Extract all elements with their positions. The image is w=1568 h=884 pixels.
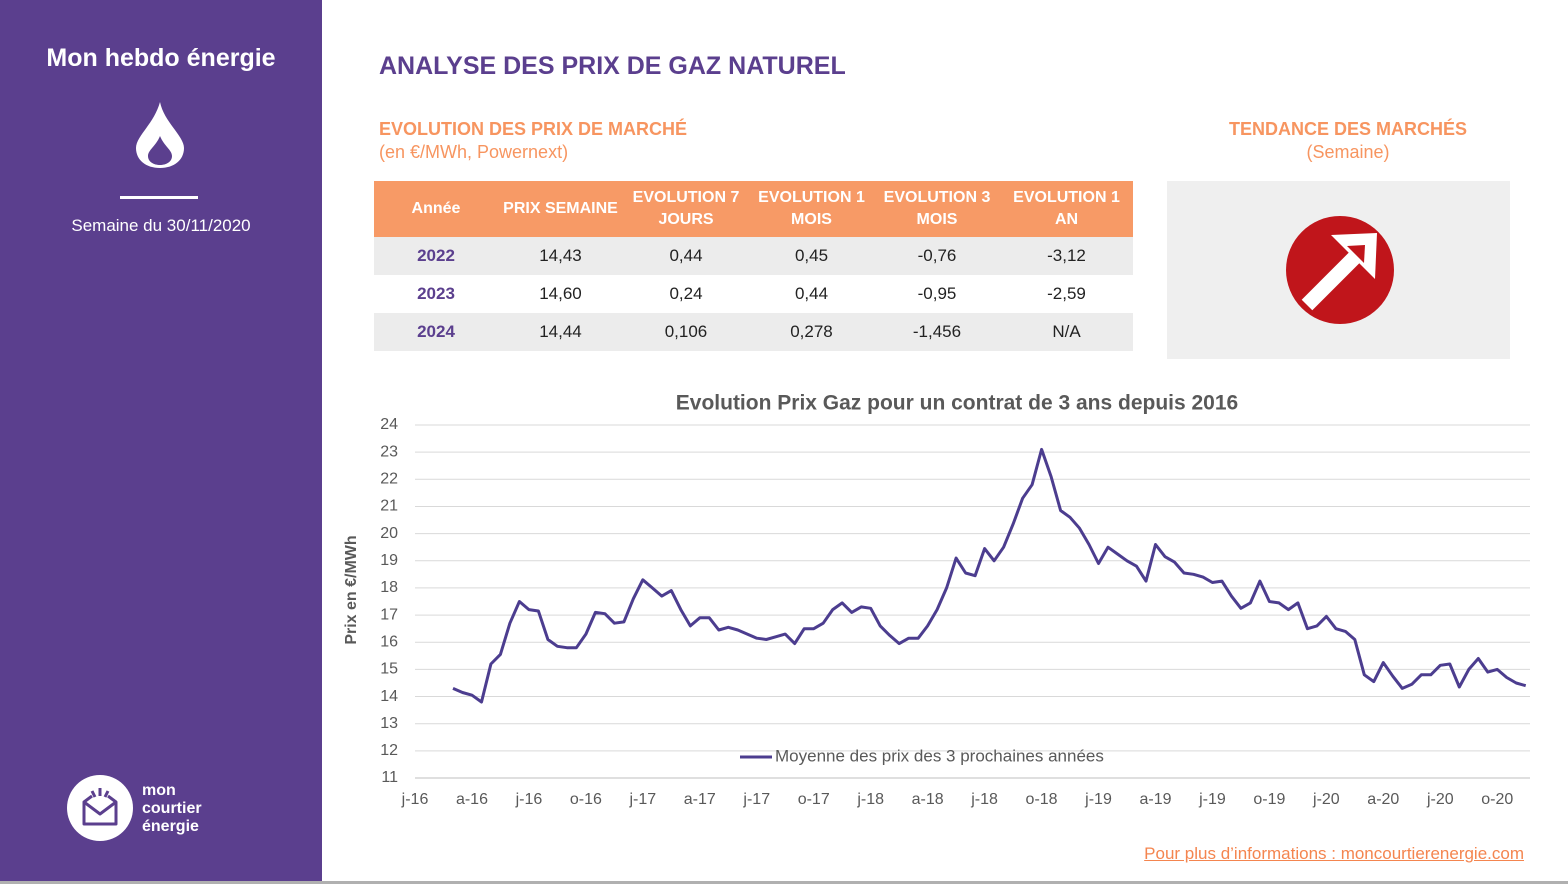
x-tick-label: j-17 [742, 791, 770, 808]
x-tick-label: j-17 [628, 791, 656, 808]
year-cell: 2024 [374, 313, 498, 351]
value-cell: 0,24 [669, 284, 703, 303]
x-tick-label: o-17 [798, 791, 830, 808]
value-cell: -3,12 [1000, 237, 1133, 275]
x-tick-label: o-20 [1481, 791, 1513, 808]
value-cell: N/A [1000, 313, 1133, 351]
trend-subtitle: (Semaine) [1306, 142, 1390, 162]
y-tick-label: 18 [380, 579, 398, 596]
x-tick-label: j-20 [1312, 791, 1340, 808]
column-header: EVOLUTION 7 JOURS [623, 181, 749, 237]
logo-word: énergie [142, 818, 199, 835]
column-header: EVOLUTION 3 MOIS [874, 181, 1000, 237]
y-tick-label: 19 [380, 552, 398, 569]
x-tick-label: o-18 [1026, 791, 1058, 808]
year-cell: 2022 [374, 237, 498, 275]
y-tick-label: 23 [380, 443, 398, 460]
value-cell: -2,59 [1047, 284, 1086, 303]
value-cell: 0,106 [623, 313, 749, 351]
value-cell: -0,76 [874, 237, 1000, 275]
x-tick-label: a-19 [1139, 791, 1171, 808]
table-row: 2023 14,60 0,24 0,44 -0,95 -2,59 [374, 275, 1133, 313]
logo-text: mon courtier énergie [142, 782, 202, 836]
table-row: 2024 14,44 0,106 0,278 -1,456 N/A [374, 313, 1133, 351]
x-tick-label: o-16 [570, 791, 602, 808]
trend-box [1167, 181, 1510, 359]
y-tick-label: 16 [380, 633, 398, 650]
section-title: EVOLUTION DES PRIX DE MARCHÉ [379, 119, 688, 139]
x-tick-label: o-19 [1253, 791, 1285, 808]
value-cell: 14,60 [539, 284, 582, 303]
week-label: Semaine du 30/11/2020 [71, 216, 251, 235]
flame-icon [136, 102, 184, 168]
divider [120, 196, 198, 199]
y-tick-label: 12 [380, 742, 398, 759]
x-tick-label: j-18 [856, 791, 884, 808]
x-tick-label: j-18 [970, 791, 998, 808]
trend-title: TENDANCE DES MARCHÉS [1228, 119, 1468, 139]
logo-word: courtier [142, 800, 202, 817]
logo-icon [67, 775, 133, 841]
year-cell: 2023 [417, 284, 455, 303]
x-tick-label: a-18 [912, 791, 944, 808]
x-tick-label: j-16 [401, 791, 429, 808]
x-tick-label: a-16 [456, 791, 488, 808]
table-row: 2022 14,43 0,44 0,45 -0,76 -3,12 [374, 237, 1133, 275]
column-header: EVOLUTION 1 AN [1000, 181, 1133, 237]
bottom-border [0, 881, 1568, 884]
column-header: EVOLUTION 1 MOIS [749, 181, 874, 237]
section-subtitle: (en €/MWh, Powernext) [379, 142, 569, 162]
value-cell: 0,278 [749, 313, 874, 351]
y-tick-label: 13 [380, 715, 398, 732]
y-tick-label: 24 [380, 416, 398, 433]
trend-arrow-icon [1286, 216, 1394, 324]
y-tick-label: 22 [380, 471, 398, 488]
y-axis-label: Prix en €/MWh [343, 535, 360, 644]
value-cell: -1,456 [874, 313, 1000, 351]
table-body: 2022 14,43 0,44 0,45 -0,76 -3,12 2023 14,60 0,24… [374, 237, 1133, 351]
x-tick-label: j-16 [515, 791, 543, 808]
column-header: PRIX SEMAINE [498, 181, 623, 237]
y-tick-label: 11 [381, 769, 398, 786]
value-cell: 14,43 [498, 237, 623, 275]
info-link[interactable]: Pour plus d’informations : moncourtieren… [1144, 844, 1524, 863]
sidebar-title: Mon hebdo énergie [46, 44, 276, 72]
chart: Evolution Prix Gaz pour un contrat de 3 … [343, 392, 1530, 808]
y-tick-label: 17 [380, 606, 398, 623]
y-tick-label: 15 [380, 661, 398, 678]
value-cell: -0,95 [917, 284, 957, 303]
x-tick-label: a-20 [1367, 791, 1399, 808]
column-header: Année [374, 181, 498, 237]
price-line [452, 447, 1527, 704]
header-row: Année PRIX SEMAINE EVOLUTION 7 JOURS EVOLUT… [374, 181, 1133, 237]
value-cell: 0,44 [623, 237, 749, 275]
value-cell: 0,44 [794, 284, 829, 303]
x-tick-label: a-17 [684, 791, 716, 808]
y-tick-label: 14 [380, 688, 398, 705]
x-tick-label: j-20 [1426, 791, 1454, 808]
logo-word: mon [142, 782, 176, 799]
legend-label: Moyenne des prix des 3 prochaines années [775, 746, 1104, 765]
y-tick-label: 20 [380, 525, 398, 542]
x-tick-label: j-19 [1198, 791, 1226, 808]
value-cell: 0,45 [749, 237, 874, 275]
page-title: ANALYSE DES PRIX DE GAZ NATUREL [379, 52, 846, 80]
sidebar [0, 0, 322, 884]
value-cell: 14,44 [498, 313, 623, 351]
x-tick-label: j-19 [1084, 791, 1112, 808]
y-tick-label: 21 [380, 498, 398, 515]
chart-title: Evolution Prix Gaz pour un contrat de 3 … [676, 392, 1238, 415]
price-table: Année PRIX SEMAINE EVOLUTION 7 JOURS EVOLUT… [374, 181, 1133, 351]
